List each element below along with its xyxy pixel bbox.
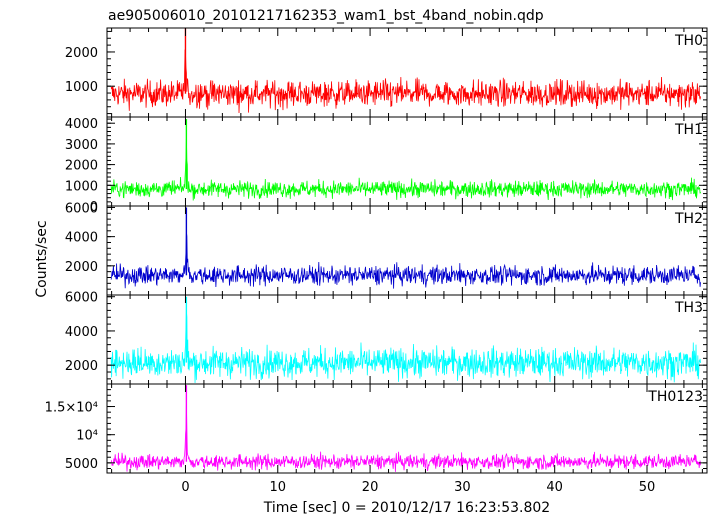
y-tick-label: 5000 xyxy=(65,457,98,472)
y-tick-label: 2000 xyxy=(65,159,98,174)
panel-frame xyxy=(106,116,708,207)
panel-th3: TH3 2000 4000 6000 xyxy=(65,291,708,385)
y-tick-label: 1000 xyxy=(65,80,98,95)
x-tick-label: 20 xyxy=(362,480,379,495)
x-tick-label: 40 xyxy=(546,480,563,495)
panel-label: TH0 xyxy=(674,33,703,49)
panel-label: TH1 xyxy=(674,122,703,138)
y-tick-label: 2000 xyxy=(65,46,98,61)
y-axis-label: Counts/sec xyxy=(34,220,50,297)
y-tick-label: 6000 xyxy=(65,291,98,306)
chart-title: ae905006010_20101217162353_wam1_bst_4ban… xyxy=(108,8,544,24)
y-tick-label: 10⁴ xyxy=(76,429,98,444)
panel-th2: TH2 2000 4000 6000 xyxy=(65,201,708,296)
panel-label: TH0123 xyxy=(647,389,703,405)
y-tick-label: 3000 xyxy=(65,138,98,153)
x-tick-label: 30 xyxy=(454,480,471,495)
series-line-th0123 xyxy=(110,403,701,472)
y-tick-label: 1.5×10⁴ xyxy=(45,401,98,416)
y-tick-label: 4000 xyxy=(65,325,98,340)
y-tick-label: 6000 xyxy=(65,201,98,216)
panel-th0: TH0 1000 2000 xyxy=(65,27,708,118)
panel-th1: TH1 0 1000 2000 3000 4000 xyxy=(65,116,708,215)
y-tick-label: 2000 xyxy=(65,359,98,374)
x-tick-label: 50 xyxy=(639,480,656,495)
panel-th0123: TH0123 5000 10⁴ 1.5×10⁴ 0 10 20 30 40 50 xyxy=(45,383,708,495)
panels-group: TH0 1000 2000 TH1 0 1000 2000 3000 4000 TH2 2000 40… xyxy=(45,27,708,495)
series-line-th3 xyxy=(110,311,701,383)
x-tick-label: 0 xyxy=(181,480,189,495)
series-line-th2 xyxy=(110,232,701,289)
y-tick-label: 1000 xyxy=(65,179,98,194)
series-line-th0 xyxy=(110,49,701,113)
panel-label: TH2 xyxy=(674,211,703,227)
series-line-th1 xyxy=(110,137,701,201)
panel-label: TH3 xyxy=(674,300,703,316)
y-tick-label: 4000 xyxy=(65,231,98,246)
x-tick-label: 10 xyxy=(269,480,286,495)
y-tick-label: 4000 xyxy=(65,117,98,132)
y-tick-label: 0 xyxy=(90,200,98,215)
x-axis-label: Time [sec] 0 = 2010/12/17 16:23:53.802 xyxy=(263,500,550,516)
y-tick-label: 2000 xyxy=(65,260,98,275)
